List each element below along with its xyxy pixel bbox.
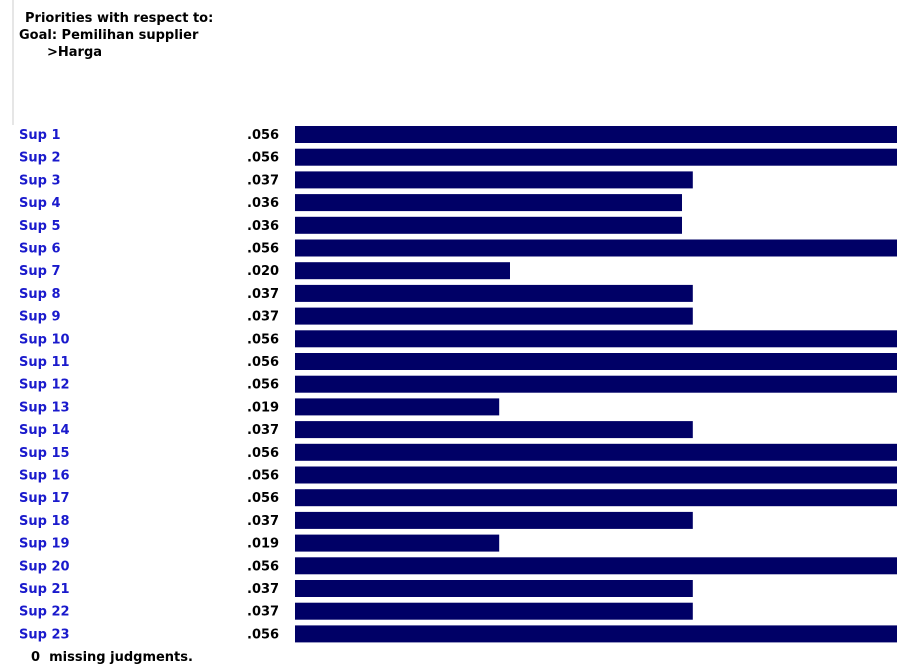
priority-bar [295,625,897,643]
priority-bar [295,194,682,212]
category-label: Sup 17 [19,491,70,506]
value-label: .056 [247,128,279,143]
category-label: Sup 12 [19,378,70,393]
category-label: Sup 5 [19,219,61,234]
priority-bar [295,307,693,325]
category-label: Sup 22 [19,605,70,620]
category-label: Sup 10 [19,332,70,347]
value-label: .036 [247,219,279,234]
priority-bar [295,375,897,393]
value-label: .037 [247,310,279,325]
priority-bar [295,239,897,257]
priority-bar [295,126,897,143]
value-label: .056 [247,355,279,370]
value-label: .037 [247,605,279,620]
value-label: .056 [247,559,279,574]
category-label: Sup 7 [19,264,61,279]
value-label: .056 [247,446,279,461]
header-title: Priorities with respect to: [25,11,214,26]
category-label: Sup 6 [19,242,61,257]
priority-bar [295,171,693,189]
chart-header: Priorities with respect to: Goal: Pemili… [19,10,213,61]
priority-bar [295,511,693,529]
value-label: .056 [247,627,279,642]
header-criterion: >Harga [47,45,103,60]
priority-bar [295,148,897,166]
value-label: .056 [247,332,279,347]
priority-bar [295,489,897,507]
value-label: .037 [247,287,279,302]
category-label: Sup 23 [19,627,70,642]
category-label: Sup 4 [19,196,61,211]
category-label: Sup 2 [19,151,61,166]
value-label: .037 [247,423,279,438]
value-label: .020 [247,264,279,279]
category-label: Sup 18 [19,514,70,529]
value-label: .037 [247,582,279,597]
value-label: .019 [247,400,279,415]
priority-bar [295,398,500,416]
category-label: Sup 20 [19,559,70,574]
value-label: .056 [247,151,279,166]
category-label: Sup 19 [19,537,70,552]
category-label: Sup 16 [19,469,70,484]
category-label: Sup 13 [19,400,70,415]
priority-bar [295,284,693,302]
value-label: .037 [247,173,279,188]
header-goal: Goal: Pemilihan supplier [19,28,199,43]
priority-bar [295,534,500,552]
priority-bar [295,580,693,597]
left-margin-rule [12,0,14,125]
category-label: Sup 14 [19,423,70,438]
category-label: Sup 8 [19,287,61,302]
category-label: Sup 9 [19,310,61,325]
priority-bar [295,557,897,575]
priority-bar [295,330,897,348]
value-label: .056 [247,491,279,506]
priority-bar [295,353,897,370]
missing-judgments-note: 0 missing judgments. [31,650,193,665]
category-label: Sup 21 [19,582,70,597]
value-label: .056 [247,378,279,393]
category-label: Sup 1 [19,128,61,143]
value-label: .036 [247,196,279,211]
category-label: Sup 15 [19,446,70,461]
priority-bar [295,443,897,461]
value-label: .019 [247,537,279,552]
priority-bar [295,421,693,439]
priority-bar [295,216,682,234]
category-label: Sup 11 [19,355,70,370]
value-label: .056 [247,242,279,257]
priority-bar [295,466,897,484]
value-label: .056 [247,469,279,484]
value-label: .037 [247,514,279,529]
category-label: Sup 3 [19,173,61,188]
priority-bar [295,262,510,280]
priority-bar [295,602,693,620]
